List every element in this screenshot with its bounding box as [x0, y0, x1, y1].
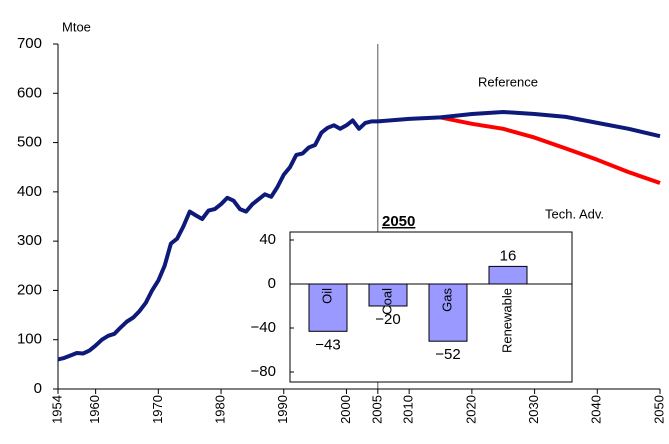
bar [488, 265, 528, 285]
y-tick-label: 0 [268, 275, 276, 292]
x-tick-label: 2030 [526, 395, 541, 424]
x-tick-label: 1970 [150, 395, 165, 424]
series-label: Tech. Adv. [545, 206, 604, 221]
value-label: −20 [375, 311, 400, 328]
x-tick-label: 2000 [338, 395, 353, 424]
series-label: Reference [478, 74, 538, 89]
y-tick-label: 700 [17, 35, 42, 52]
value-label: −43 [315, 336, 340, 353]
y-tick-label: 200 [17, 281, 42, 298]
x-tick-label: 2050 [651, 395, 666, 424]
bar [308, 283, 348, 332]
bar [368, 283, 408, 307]
category-label: Gas [439, 288, 454, 312]
x-tick-label: 2020 [463, 395, 478, 424]
series-line [57, 110, 661, 362]
x-tick-label: 2040 [589, 395, 604, 424]
value-label: −52 [435, 346, 460, 363]
x-tick-label: 1954 [49, 395, 64, 424]
value-label: 16 [500, 247, 517, 264]
category-label: Renewable [499, 288, 514, 353]
x-tick-label: 1960 [87, 395, 102, 424]
category-label: Oil [319, 288, 334, 304]
y-tick-label: 300 [17, 232, 42, 249]
y-tick-label: 0 [34, 380, 42, 397]
y-axis-label: Mtoe [62, 19, 91, 34]
y-tick-label: 600 [17, 84, 42, 101]
inset-title: 2050 [382, 213, 415, 230]
category-label: Coal [379, 288, 394, 315]
y-tick-label: 100 [17, 331, 42, 348]
bar [428, 283, 468, 342]
y-tick-label: 500 [17, 134, 42, 151]
y-tick-label: 400 [17, 183, 42, 200]
series-line [440, 115, 661, 185]
y-tick-label: −80 [251, 363, 276, 380]
y-tick-label: −40 [251, 319, 276, 336]
y-tick-label: 40 [259, 231, 276, 248]
x-tick-label: 1980 [212, 395, 227, 424]
x-tick-label: 2005 [369, 395, 384, 424]
x-tick-label: 2010 [401, 395, 416, 424]
x-tick-label: 1990 [275, 395, 290, 424]
